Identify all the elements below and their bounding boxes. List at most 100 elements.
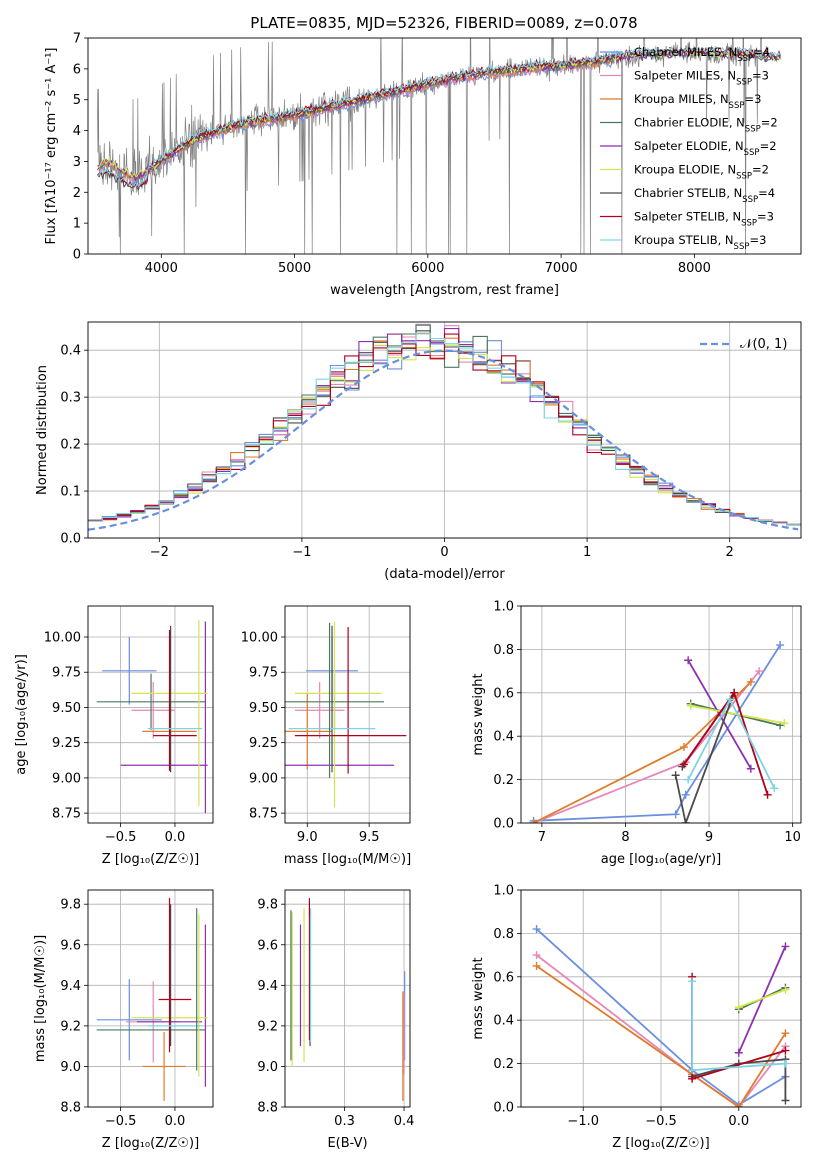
y-axis-label: mass weight — [471, 673, 486, 755]
y-tick-label: 7 — [73, 32, 81, 47]
legend-label: Chabrier ELODIE, NSSP=2 — [634, 116, 778, 135]
gaussian-curve — [88, 349, 799, 531]
y-tick-label: 1 — [73, 217, 81, 232]
weight-marker — [780, 719, 789, 728]
x-tick-label: 5000 — [278, 261, 311, 276]
weight-marker — [532, 961, 541, 970]
age-vs-mass-plot-area — [285, 621, 407, 808]
weight-marker — [781, 1029, 790, 1038]
weight-vs-Z-panel: −1.0 −0.5 0.0 0.0 0.2 0.4 0.6 0.8 1.0 Z [log₁₀(Z/… — [471, 884, 802, 1151]
x-axis-label: wavelength [Angstrom, rest frame] — [330, 283, 559, 298]
y-tick-label: 0.3 — [60, 391, 81, 406]
y-axis-label: mass [log₁₀(M/M☉)] — [33, 935, 48, 1062]
weight-series — [684, 695, 779, 793]
weight-line — [691, 1058, 787, 1101]
residuals-panel: −2 −1 0 1 2 0.0 0.1 0.2 0.3 0.4 (data-model)/error… — [35, 321, 802, 582]
weight-line — [737, 946, 787, 1054]
y-tick-label: 9.25 — [52, 736, 81, 751]
weight-marker — [532, 925, 541, 934]
weight-marker — [671, 810, 680, 819]
weight-marker — [532, 951, 541, 960]
weight-marker — [763, 790, 772, 799]
mass-vs-Z-plot-area — [96, 898, 208, 1101]
y-tick-label: 8.75 — [249, 807, 278, 822]
y-tick-label: 9.6 — [257, 938, 278, 953]
x-axis-label: (data-model)/error — [384, 567, 505, 582]
x-tick-label: 4000 — [145, 261, 178, 276]
y-tick-label: 1.0 — [493, 884, 514, 899]
y-tick-label: 0.0 — [493, 817, 514, 832]
y-tick-label: 0.1 — [60, 485, 81, 500]
y-tick-label: 0.0 — [493, 1101, 514, 1116]
x-tick-label: 7000 — [545, 261, 578, 276]
x-tick-label: 0.0 — [728, 1114, 749, 1129]
y-tick-label: 0 — [73, 248, 81, 263]
x-tick-label: −0.5 — [105, 830, 137, 845]
weight-line — [533, 670, 760, 823]
weight-series — [734, 942, 790, 1057]
weight-marker — [681, 819, 690, 823]
spectrum-model-line — [97, 56, 615, 183]
weight-line — [533, 681, 752, 823]
y-tick-label: 9.75 — [52, 666, 81, 681]
x-tick-label: −0.5 — [105, 1114, 137, 1129]
y-tick-label: 0.2 — [493, 773, 514, 788]
weight-marker — [746, 677, 755, 686]
y-tick-label: 9.8 — [257, 898, 278, 913]
y-tick-label: 9.0 — [257, 1060, 278, 1075]
legend-label: Salpeter STELIB, NSSP=3 — [634, 210, 774, 229]
legend-label: Salpeter ELODIE, NSSP=2 — [634, 139, 777, 158]
x-axis-label: Z [log₁₀(Z/Z☉)] — [612, 1136, 709, 1151]
y-tick-label: 0.8 — [493, 643, 514, 658]
x-tick-label: 0.0 — [165, 830, 186, 845]
weight-marker — [730, 688, 739, 697]
legend-label: Kroupa MILES, NSSP=3 — [634, 92, 761, 111]
y-tick-label: 9.4 — [257, 979, 278, 994]
weight-marker — [725, 695, 734, 704]
weight-marker — [681, 790, 690, 799]
y-tick-label: 0.6 — [493, 686, 514, 701]
errorbar-point — [142, 1031, 186, 1101]
weight-vs-age-frame — [520, 605, 802, 824]
y-tick-label: 1.0 — [493, 600, 514, 615]
y-tick-label: 9.8 — [60, 898, 81, 913]
x-tick-label: 6000 — [411, 261, 444, 276]
spectrum-panel: 4000 5000 6000 7000 8000 0 1 2 3 4 5 6 7 wavelength [… — [44, 32, 802, 298]
y-tick-label: 9.6 — [60, 938, 81, 953]
weight-line — [535, 928, 786, 1106]
weight-marker — [684, 656, 693, 665]
errorbar-point — [102, 637, 157, 705]
weight-marker — [734, 1103, 743, 1107]
x-tick-label: 10 — [784, 830, 801, 845]
weight-marker — [688, 1074, 697, 1083]
figure-title: PLATE=0835, MJD=52326, FIBERID=0089, z=0… — [250, 14, 637, 32]
weight-marker — [781, 1096, 790, 1105]
weight-vs-age-panel: 7 8 9 10 0.0 0.2 0.4 0.6 0.8 1.0 age [log₁₀(age/yr… — [471, 600, 802, 867]
y-tick-label: 0.0 — [60, 532, 81, 547]
errorbar-point — [294, 682, 345, 739]
spectrum-model-line — [98, 45, 782, 188]
x-tick-label: 9.0 — [297, 830, 318, 845]
mass-vs-ebv-frame — [284, 889, 411, 1108]
age-vs-mass-panel: 9.0 9.5 8.75 9.00 9.25 9.50 9.75 10.00 mass [log… — [241, 605, 411, 867]
y-tick-label: 0.4 — [60, 344, 81, 359]
age-vs-Z-panel: −0.5 0.0 8.75 9.00 9.25 9.50 9.75 10.00 Z [log₁₀… — [14, 605, 214, 867]
x-tick-label: −0.5 — [645, 1114, 677, 1129]
x-tick-label: 0.3 — [334, 1114, 355, 1129]
weight-series — [671, 688, 739, 823]
residual-legend: 𝒩(0, 1) — [700, 337, 787, 352]
y-tick-label: 9.50 — [52, 701, 81, 716]
age-vs-Z-plot-area — [96, 620, 208, 814]
weight-marker — [684, 775, 693, 784]
y-tick-label: 9.25 — [249, 736, 278, 751]
y-tick-label: 8.8 — [60, 1101, 81, 1116]
weight-marker — [686, 701, 695, 710]
residuals-plot-area — [88, 323, 801, 531]
weight-marker — [734, 1003, 743, 1012]
y-tick-label: 10.00 — [241, 631, 278, 646]
weight-series — [529, 667, 764, 823]
weight-marker — [781, 1059, 790, 1068]
y-tick-label: 9.2 — [257, 1019, 278, 1034]
y-axis-label: Normed distribution — [35, 365, 50, 495]
weight-marker — [776, 641, 785, 650]
